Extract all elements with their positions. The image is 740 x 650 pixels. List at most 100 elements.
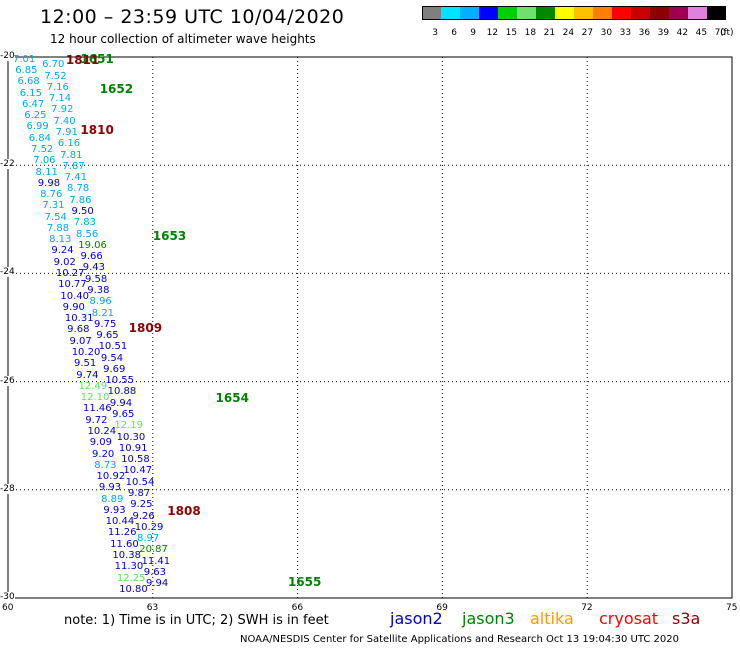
wave-height-value: 9.24	[51, 245, 74, 257]
lon-tick-label: 69	[436, 603, 448, 613]
wave-height-value: 11.30	[114, 561, 144, 573]
legend-swatch	[498, 6, 517, 20]
lon-tick-label: 63	[146, 603, 159, 613]
wave-height-value: 10.54	[125, 476, 155, 488]
wave-height-value: 10.44	[105, 516, 135, 528]
wave-height-value: 10.91	[118, 442, 148, 454]
wave-height-value: 7.16	[46, 81, 69, 93]
wave-height-value: 8.97	[136, 533, 160, 545]
wave-height-value: 12.49	[78, 380, 108, 392]
wave-height-value: 8.13	[49, 234, 72, 246]
wave-height-value: 8.11	[35, 166, 58, 178]
lat-tick-label: -26	[0, 375, 15, 386]
wave-height-value: 8.89	[101, 493, 124, 505]
legend-unit: (ft)	[720, 28, 734, 38]
wave-height-value: 9.20	[92, 448, 115, 460]
wave-height-value: 10.38	[112, 550, 141, 562]
satellite-name-altika: altika	[530, 609, 574, 628]
pass-time-label: 1808	[167, 504, 201, 519]
pass-time-label: 1811	[65, 52, 100, 67]
map-subtitle: 12 hour collection of altimeter wave hei…	[50, 32, 316, 46]
wave-height-value: 7.06	[33, 155, 56, 167]
wave-height-value: 10.88	[107, 386, 137, 398]
wave-height-value: 11.41	[141, 555, 171, 567]
lon-tick-label: 75	[726, 603, 738, 613]
wave-height-value: 10.47	[123, 465, 153, 477]
legend-swatch	[593, 6, 612, 20]
legend-swatch	[479, 6, 498, 20]
legend-swatch	[669, 6, 688, 20]
wave-height-value: 10.77	[58, 279, 87, 291]
wave-height-value: 10.51	[98, 341, 128, 353]
wave-height-value: 8.56	[75, 228, 99, 240]
legend-swatch	[460, 6, 479, 20]
wave-height-value: 8.96	[89, 296, 112, 308]
pass-time-label: 1653	[152, 228, 187, 243]
pass-time-label: 1810	[80, 123, 114, 138]
wave-height-value: 9.93	[103, 504, 126, 516]
wave-height-value: 7.41	[64, 172, 87, 184]
wave-height-value: 7.52	[31, 143, 54, 155]
wave-height-value: 7.52	[44, 70, 67, 82]
wave-height-value: 10.30	[116, 431, 146, 443]
wave-height-value: 10.31	[64, 313, 94, 325]
legend-swatch	[441, 6, 460, 20]
wave-height-value: 9.98	[37, 177, 61, 189]
pass-time-label: 1655	[287, 574, 322, 589]
legend-border	[422, 6, 726, 20]
wave-height-value: 9.43	[82, 262, 106, 274]
wave-height-value: 9.25	[130, 499, 153, 511]
wave-height-value: 9.54	[100, 352, 124, 364]
wave-height-value: 7.54	[44, 211, 67, 223]
legend-label: 27	[581, 28, 594, 38]
wave-height-value: 10.29	[134, 521, 164, 533]
lat-tick-label: -30	[0, 592, 15, 602]
satellite-name-s3a: s3a	[672, 609, 701, 628]
wave-height-value: 8.21	[91, 307, 115, 319]
wave-height-value: 6.15	[19, 87, 42, 99]
legend-swatch	[574, 6, 593, 20]
lat-tick-label: -20	[0, 51, 15, 61]
wave-height-value: 9.90	[62, 301, 85, 313]
wave-height-value: 8.73	[94, 459, 117, 471]
wave-height-value: 9.65	[112, 409, 135, 421]
wave-height-value: 11.26	[107, 527, 137, 539]
wave-height-value: 10.24	[87, 425, 117, 437]
legend-swatch	[555, 6, 574, 20]
wave-height-value: 12.19	[114, 420, 144, 432]
wave-height-value: 9.38	[87, 284, 110, 296]
wave-height-value: 20.87	[139, 544, 168, 556]
wave-height-value: 10.27	[55, 268, 85, 280]
legend-label: 24	[562, 28, 575, 38]
legend-label: 45	[695, 28, 708, 38]
wave-height-value: 9.75	[94, 318, 117, 330]
pass-time-label: 1651	[80, 51, 114, 66]
legend-label: 42	[676, 28, 689, 38]
wave-height-value: 6.16	[57, 138, 81, 150]
wave-height-value: 9.07	[69, 335, 92, 347]
map-title: 12:00 – 23:59 UTC 10/04/2020	[40, 6, 345, 28]
wave-height-value: 9.94	[146, 578, 169, 590]
wave-height-value: 9.68	[67, 324, 90, 336]
wave-height-value: 6.85	[15, 64, 38, 76]
wave-height-value: 8.76	[40, 189, 63, 201]
wave-height-value: 9.72	[85, 414, 108, 426]
wave-height-value: 9.50	[71, 205, 94, 217]
wave-height-value: 10.58	[121, 454, 150, 466]
legend-label: 39	[657, 28, 670, 38]
legend-swatch	[612, 6, 631, 20]
wave-height-value: 9.74	[76, 369, 99, 381]
wave-height-value: 6.47	[21, 98, 45, 110]
satellite-name-cryosat: cryosat	[599, 609, 659, 628]
wave-height-value: 7.88	[46, 222, 70, 234]
legend-swatch	[517, 6, 536, 20]
wave-height-value: 9.26	[132, 510, 155, 522]
wave-height-value: 9.94	[109, 397, 133, 409]
wave-height-value: 10.80	[119, 583, 148, 595]
wave-height-value: 8.78	[66, 183, 90, 195]
wave-height-value: 7.31	[42, 200, 65, 212]
footer-credit: NOAA/NESDIS Center for Satellite Applica…	[240, 634, 679, 645]
wave-height-value: 7.14	[48, 93, 72, 105]
wave-height-value: 7.81	[60, 149, 83, 161]
